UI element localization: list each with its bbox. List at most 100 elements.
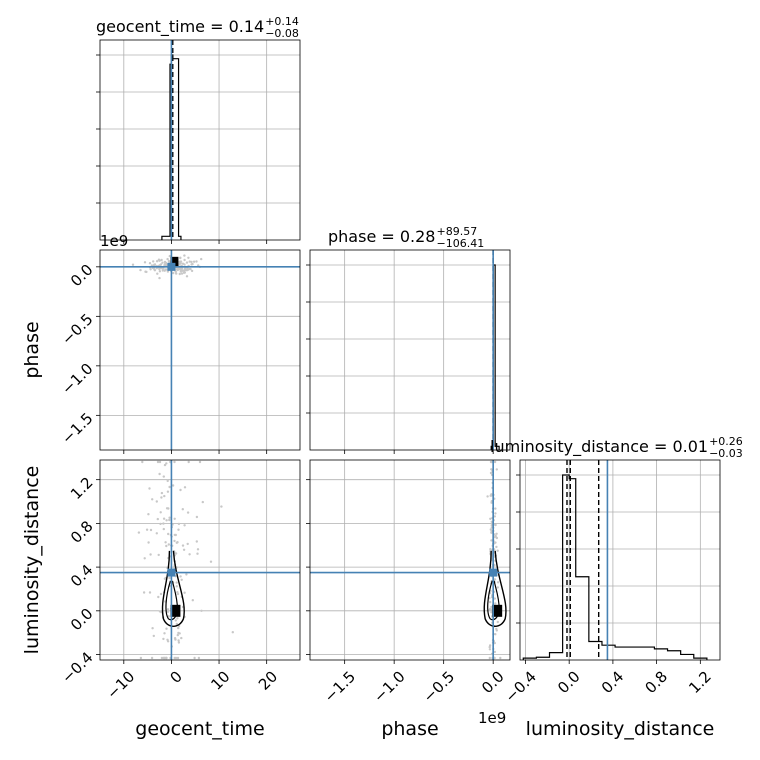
sample-point — [153, 269, 157, 272]
sample-point — [157, 553, 160, 557]
sample-point — [149, 528, 153, 532]
sample-point — [158, 460, 162, 464]
density-peak — [170, 604, 181, 617]
sample-point — [155, 260, 159, 263]
sample-point — [180, 578, 183, 581]
sample-point — [495, 627, 498, 631]
x-tick-label-luminosity_distance: 1.2 — [685, 668, 715, 698]
panel-frame-luminosity_distance-phase — [309, 459, 511, 661]
x-tick-label-geocent_time: −10 — [103, 668, 138, 703]
sample-point — [166, 638, 169, 641]
title-lower-error: −0.03 — [709, 447, 743, 460]
sample-point — [181, 262, 185, 265]
sample-point — [142, 591, 146, 594]
panel-frame-luminosity_distance-luminosity_distance — [519, 459, 721, 661]
sample-point — [165, 519, 168, 522]
sample-point — [188, 553, 191, 556]
sample-point — [168, 516, 171, 519]
sample-point — [152, 634, 155, 638]
x-axis-label-geocent_time: geocent_time — [135, 718, 264, 740]
sample-point — [496, 581, 500, 584]
sample-point — [490, 605, 493, 609]
sample-point — [161, 261, 164, 264]
sample-point — [177, 639, 180, 642]
sample-point — [179, 488, 182, 492]
title-upper-error: +0.26 — [709, 435, 743, 448]
sample-point — [179, 256, 182, 260]
sample-point — [163, 494, 166, 498]
sample-point — [489, 471, 493, 475]
sample-point — [159, 263, 163, 266]
sample-point — [187, 256, 190, 259]
sample-point — [165, 268, 168, 271]
sample-point — [187, 460, 190, 464]
sample-point — [166, 490, 170, 493]
sample-point — [220, 505, 223, 508]
sample-point — [148, 591, 152, 594]
sample-point — [158, 610, 162, 613]
sample-point — [148, 487, 151, 490]
y-tick-label-phase: −1.0 — [58, 360, 96, 398]
panel-frame-phase-geocent_time — [99, 249, 301, 451]
x-tick-label-geocent_time: 20 — [255, 668, 281, 694]
sample-point — [186, 542, 189, 546]
sample-point — [494, 602, 497, 605]
sample-point — [158, 276, 161, 280]
sample-point — [149, 268, 152, 271]
sample-point — [495, 468, 498, 471]
sample-point — [175, 581, 178, 584]
sample-point — [173, 517, 176, 520]
sample-point — [168, 576, 171, 580]
sample-point — [173, 656, 176, 660]
sample-point — [145, 528, 149, 531]
sample-point — [167, 615, 170, 618]
sample-point — [175, 622, 178, 626]
sample-point — [183, 268, 186, 271]
sample-point — [165, 627, 168, 630]
sample-point — [162, 637, 165, 641]
sample-point — [196, 552, 199, 555]
title-lower-error: −106.41 — [436, 237, 484, 250]
sample-point — [496, 586, 499, 589]
sample-point — [165, 462, 168, 465]
title-upper-error: +0.14 — [265, 15, 299, 28]
sample-point — [160, 267, 164, 270]
sample-point — [158, 472, 161, 476]
sample-point — [159, 522, 162, 526]
x-tick-label-luminosity_distance: 0.4 — [598, 668, 628, 698]
sample-point — [174, 638, 177, 641]
y-tick-label-luminosity_distance: 0.8 — [67, 517, 97, 547]
sample-point — [137, 531, 141, 534]
sample-point — [175, 272, 178, 275]
sample-point — [185, 573, 188, 576]
sample-point — [155, 500, 158, 503]
sample-point — [160, 491, 164, 495]
sample-point — [181, 269, 184, 272]
sample-point — [190, 269, 194, 273]
sample-point — [167, 532, 170, 536]
sample-point — [148, 262, 152, 265]
sample-point — [147, 513, 150, 516]
sample-point — [201, 500, 204, 504]
sample-point — [139, 268, 142, 272]
x-tick-label-luminosity_distance: −0.4 — [501, 668, 539, 706]
sample-point — [191, 599, 194, 602]
sample-point — [159, 592, 163, 596]
y-tick-label-luminosity_distance: 1.2 — [67, 473, 97, 503]
sample-point — [185, 275, 189, 278]
y-tick-label-phase: −0.5 — [58, 310, 96, 348]
sample-point — [166, 270, 170, 273]
sample-point — [489, 600, 492, 604]
title-lower-error: −0.08 — [265, 27, 299, 40]
sample-point — [490, 611, 493, 614]
sample-point — [489, 460, 493, 464]
sample-point — [159, 511, 162, 514]
sample-point — [179, 270, 182, 273]
sample-point — [168, 254, 171, 258]
sample-point — [157, 595, 160, 599]
sample-point — [178, 632, 181, 635]
sample-point — [139, 656, 143, 660]
title-geocent_time: geocent_time = 0.14 — [96, 17, 264, 37]
sample-point — [163, 632, 166, 635]
sample-point — [177, 626, 180, 630]
